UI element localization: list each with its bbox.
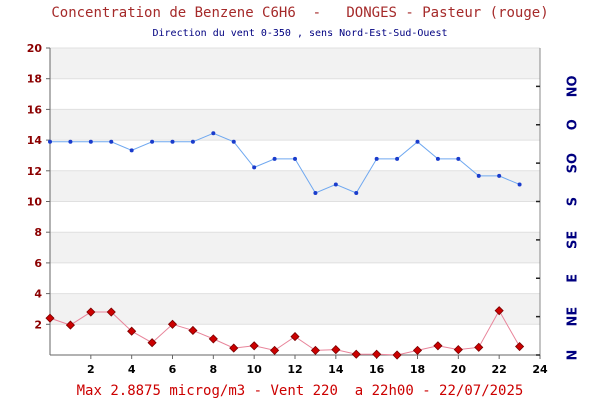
y-tick-label: 8 — [34, 226, 42, 239]
wind-direction-point — [476, 173, 481, 178]
benzene-point — [167, 319, 178, 329]
wind-direction-point — [333, 182, 338, 187]
benzene-point — [310, 345, 320, 355]
wind-direction-point — [313, 190, 318, 195]
benzene-point — [106, 307, 116, 317]
benzene-point — [453, 345, 463, 355]
benzene-point — [270, 345, 280, 355]
wind-direction-point — [170, 139, 175, 144]
benzene-point — [494, 306, 504, 316]
grid-band — [50, 293, 540, 325]
wind-direction-point — [435, 156, 440, 161]
wind-direction-point — [109, 139, 114, 144]
benzene-point — [65, 320, 75, 330]
x-tick-label: 6 — [169, 363, 177, 376]
grid-band — [50, 232, 540, 263]
benzene-point — [331, 345, 341, 355]
grid-band — [50, 170, 540, 202]
wind-direction-point — [190, 139, 195, 144]
y-tick-label: 16 — [27, 103, 43, 116]
benzene-point — [290, 332, 300, 342]
wind-direction-point — [211, 131, 216, 136]
wind-direction-point — [231, 139, 236, 144]
y-tick-label: 10 — [27, 196, 43, 209]
x-tick-label: 12 — [287, 363, 302, 376]
benzene-point — [208, 334, 218, 344]
wind-direction-point — [456, 156, 461, 161]
wind-direction-line — [50, 132, 520, 194]
wind-direction-point — [497, 173, 502, 178]
wind-direction-point — [354, 190, 359, 195]
x-tick-label: 22 — [492, 363, 507, 376]
y-tick-label: 2 — [34, 318, 42, 331]
wind-direction-point — [293, 156, 297, 161]
benzene-point — [147, 338, 157, 348]
x-tick-label: 2 — [87, 363, 95, 376]
x-tick-label: 14 — [328, 363, 344, 376]
wind-direction-point — [129, 148, 134, 153]
y-tick-label: 4 — [34, 288, 42, 301]
wind-direction-point — [395, 156, 400, 161]
wind-direction-point — [415, 139, 420, 144]
grid-band — [50, 48, 540, 79]
right-axis-label: O — [566, 119, 581, 130]
right-axis-label: N — [566, 350, 581, 361]
benzene-point — [351, 349, 361, 359]
right-axis-label: S — [566, 197, 581, 206]
grid-band — [50, 109, 540, 141]
x-tick-label: 10 — [247, 363, 263, 376]
benzene-point — [127, 326, 137, 336]
wind-direction-point — [48, 139, 52, 144]
wind-direction-point — [150, 139, 155, 144]
right-axis-label: NO — [566, 75, 581, 97]
wind-direction-point — [272, 156, 277, 161]
y-tick-label: 14 — [27, 134, 43, 147]
chart-footer: Max 2.8875 microg/m3 - Vent 220 a 22h00 … — [76, 383, 524, 399]
wind-direction-point — [374, 156, 379, 161]
wind-direction-point — [252, 165, 257, 170]
x-tick-label: 8 — [210, 363, 218, 376]
benzene-point — [188, 325, 198, 336]
benzene-point — [474, 342, 484, 352]
benzene-point — [86, 307, 96, 317]
right-axis-label: SO — [566, 153, 581, 173]
benzene-point — [372, 349, 382, 359]
benzene-point — [515, 341, 525, 352]
y-tick-label: 12 — [27, 165, 42, 178]
wind-direction-point — [517, 182, 522, 187]
y-tick-label: 20 — [27, 42, 43, 55]
x-tick-label: 18 — [410, 363, 425, 376]
chart-title: Concentration de Benzene C6H6 - DONGES -… — [51, 5, 549, 21]
right-axis-label: SE — [566, 231, 581, 249]
y-tick-label: 18 — [27, 73, 42, 86]
x-tick-label: 4 — [128, 363, 136, 376]
benzene-point — [249, 341, 259, 351]
chart-subtitle: Direction du vent 0-350 , sens Nord-Est-… — [152, 28, 448, 39]
benzene-point — [229, 343, 239, 353]
y-tick-label: 6 — [34, 257, 42, 270]
wind-direction-point — [88, 139, 93, 144]
right-axis-label: E — [566, 274, 581, 283]
x-tick-label: 20 — [451, 363, 467, 376]
x-tick-label: 24 — [532, 363, 548, 376]
right-axis-label: NE — [566, 307, 581, 327]
x-tick-label: 16 — [369, 363, 385, 376]
benzene-point — [392, 350, 402, 360]
benzene-point — [433, 341, 443, 351]
benzene-point — [412, 345, 423, 355]
wind-direction-point — [68, 139, 73, 144]
benzene-point — [45, 313, 55, 323]
